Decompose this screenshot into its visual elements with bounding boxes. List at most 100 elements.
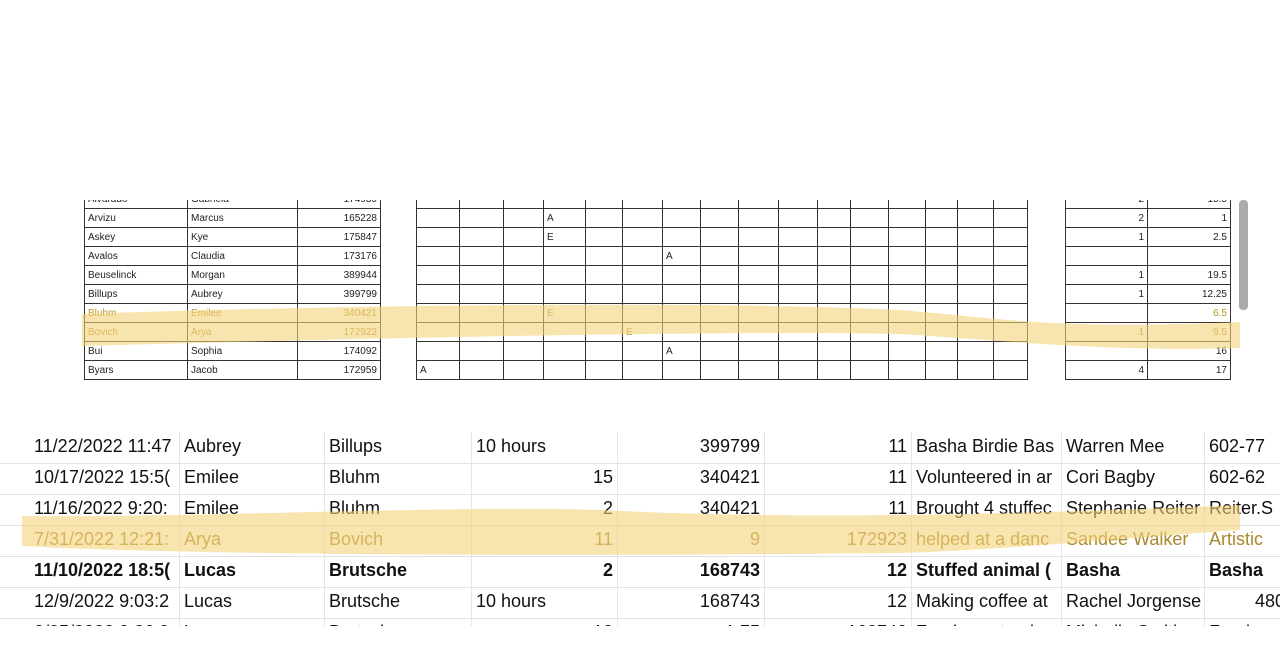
count-cell[interactable]: 2	[1065, 200, 1148, 209]
attendance-cell[interactable]	[925, 361, 958, 380]
attendance-cell[interactable]	[662, 209, 701, 228]
hours-cell[interactable]: 10 hours	[472, 432, 618, 463]
attendance-cell[interactable]	[459, 361, 504, 380]
attendance-cell[interactable]	[459, 228, 504, 247]
attendance-cell[interactable]	[888, 228, 926, 247]
attendance-cell[interactable]	[817, 323, 851, 342]
attendance-cell[interactable]	[622, 200, 663, 209]
student-id-cell[interactable]: 175847	[297, 228, 381, 247]
attendance-cell[interactable]	[925, 266, 958, 285]
supervisor-cell[interactable]: Sandee Walker	[1062, 525, 1205, 556]
student-id-cell[interactable]: 399799	[297, 285, 381, 304]
first-name-cell[interactable]: Gabriela	[187, 200, 298, 209]
attendance-cell[interactable]	[416, 200, 460, 209]
attendance-cell[interactable]	[459, 209, 504, 228]
attendance-cell[interactable]	[993, 247, 1028, 266]
hours-cell[interactable]: 10 hours	[472, 587, 618, 618]
attendance-cell[interactable]	[778, 200, 818, 209]
attendance-cell[interactable]	[416, 247, 460, 266]
last-name-cell[interactable]: Bovich	[325, 525, 472, 556]
value-cell[interactable]: 168743	[765, 618, 912, 626]
attendance-cell[interactable]	[957, 266, 994, 285]
last-name-cell[interactable]: Bovich	[84, 323, 188, 342]
attendance-cell[interactable]	[622, 209, 663, 228]
attendance-cell[interactable]	[700, 228, 739, 247]
attendance-cell[interactable]	[503, 266, 544, 285]
contact-cell[interactable]: 480	[1205, 587, 1280, 618]
attendance-cell[interactable]	[993, 200, 1028, 209]
first-name-cell[interactable]: Aubrey	[187, 285, 298, 304]
value-cell[interactable]: 11	[765, 463, 912, 494]
attendance-cell[interactable]	[622, 285, 663, 304]
attendance-cell[interactable]	[993, 323, 1028, 342]
attendance-cell[interactable]	[850, 304, 889, 323]
timestamp-cell[interactable]: 8/25/2022 9:36:3	[30, 618, 180, 626]
supervisor-cell[interactable]: Stephanie Reiter	[1062, 494, 1205, 525]
attendance-cell[interactable]	[888, 200, 926, 209]
attendance-cell[interactable]	[738, 200, 779, 209]
value-cell[interactable]: 12	[765, 587, 912, 618]
attendance-cell[interactable]	[957, 247, 994, 266]
attendance-cell[interactable]	[925, 228, 958, 247]
contact-cell[interactable]: 602-62	[1205, 463, 1280, 494]
attendance-cell[interactable]	[888, 266, 926, 285]
first-name-cell[interactable]: Kye	[187, 228, 298, 247]
attendance-cell[interactable]	[778, 342, 818, 361]
attendance-cell[interactable]: A	[662, 342, 701, 361]
attendance-cell[interactable]	[416, 304, 460, 323]
attendance-cell[interactable]: A	[543, 209, 586, 228]
attendance-cell[interactable]	[778, 304, 818, 323]
attendance-cell[interactable]	[622, 247, 663, 266]
attendance-cell[interactable]	[503, 342, 544, 361]
attendance-cell[interactable]	[850, 342, 889, 361]
last-name-cell[interactable]: Beuselinck	[84, 266, 188, 285]
attendance-cell[interactable]	[888, 304, 926, 323]
attendance-cell[interactable]	[700, 323, 739, 342]
value-cell[interactable]: 11	[765, 432, 912, 463]
last-name-cell[interactable]: Brutsche	[325, 587, 472, 618]
attendance-cell[interactable]: A	[662, 247, 701, 266]
value-cell[interactable]: 340421	[618, 463, 765, 494]
hours-cell[interactable]: 2	[472, 494, 618, 525]
attendance-cell[interactable]	[888, 361, 926, 380]
attendance-cell[interactable]	[585, 285, 623, 304]
attendance-cell[interactable]	[925, 304, 958, 323]
first-name-cell[interactable]: Claudia	[187, 247, 298, 266]
student-id-cell[interactable]: 174930	[297, 200, 381, 209]
attendance-cell[interactable]	[888, 247, 926, 266]
attendance-cell[interactable]	[543, 342, 586, 361]
attendance-cell[interactable]	[957, 200, 994, 209]
attendance-cell[interactable]	[662, 304, 701, 323]
total-cell[interactable]: 9.5	[1147, 323, 1231, 342]
first-name-cell[interactable]: Aubrey	[180, 432, 325, 463]
student-id-cell[interactable]: 340421	[297, 304, 381, 323]
attendance-cell[interactable]	[778, 361, 818, 380]
attendance-cell[interactable]	[738, 323, 779, 342]
first-name-cell[interactable]: Arya	[187, 323, 298, 342]
attendance-cell[interactable]	[993, 342, 1028, 361]
last-name-cell[interactable]: Alvarado	[84, 200, 188, 209]
attendance-cell[interactable]	[622, 342, 663, 361]
attendance-cell[interactable]	[622, 304, 663, 323]
description-cell[interactable]: Basha Birdie Bas	[912, 432, 1062, 463]
attendance-cell[interactable]	[817, 247, 851, 266]
contact-cell[interactable]: Reiter.S	[1205, 494, 1280, 525]
attendance-cell[interactable]	[585, 228, 623, 247]
last-name-cell[interactable]: Bluhm	[84, 304, 188, 323]
attendance-cell[interactable]	[817, 285, 851, 304]
attendance-cell[interactable]	[778, 285, 818, 304]
value-cell[interactable]: 399799	[618, 432, 765, 463]
first-name-cell[interactable]: Emilee	[180, 463, 325, 494]
count-cell[interactable]: 1	[1065, 228, 1148, 247]
attendance-cell[interactable]	[622, 361, 663, 380]
last-name-cell[interactable]: Bluhm	[325, 494, 472, 525]
value-cell[interactable]: 172923	[765, 525, 912, 556]
total-cell[interactable]: 17	[1147, 361, 1231, 380]
attendance-cell[interactable]	[622, 228, 663, 247]
attendance-cell[interactable]	[503, 247, 544, 266]
value-cell[interactable]: 168743	[618, 587, 765, 618]
attendance-cell[interactable]	[817, 266, 851, 285]
supervisor-cell[interactable]: Basha	[1062, 556, 1205, 587]
attendance-cell[interactable]	[585, 361, 623, 380]
attendance-cell[interactable]	[817, 209, 851, 228]
